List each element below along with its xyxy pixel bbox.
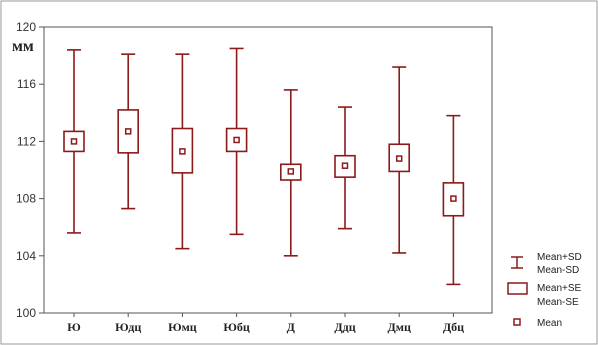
x-axis: Ю Юдц Юмц Юбц Д Ддц Дмц Дбц bbox=[67, 313, 464, 334]
x-tick-label: Юдц bbox=[115, 320, 141, 334]
mean-marker bbox=[179, 148, 186, 155]
legend-sd-bottom-label: Mean-SD bbox=[537, 265, 579, 276]
legend-se-symbol bbox=[507, 282, 528, 295]
y-tick-label: 116 bbox=[17, 77, 36, 91]
unit-label: мм bbox=[12, 38, 34, 55]
mean-marker bbox=[124, 128, 132, 135]
x-tick-label: Юмц bbox=[168, 320, 197, 334]
legend-mean-label: Mean bbox=[537, 318, 562, 329]
plot-area bbox=[43, 26, 493, 314]
mean-marker bbox=[450, 195, 457, 202]
legend-mean-symbol bbox=[513, 318, 521, 326]
y-axis: 100 104 108 112 116 120 bbox=[16, 20, 44, 320]
y-tick-label: 100 bbox=[16, 306, 36, 320]
x-tick-label: Ю bbox=[67, 320, 81, 334]
mean-marker bbox=[233, 136, 240, 144]
x-tick-label: Дмц bbox=[388, 320, 411, 334]
mean-marker bbox=[287, 168, 295, 175]
mean-marker bbox=[70, 138, 78, 145]
x-tick-label: Дбц bbox=[443, 320, 464, 334]
x-tick-label: Д bbox=[287, 320, 296, 334]
y-tick-label: 112 bbox=[17, 134, 36, 148]
y-tick-label: 108 bbox=[16, 192, 36, 206]
mean-marker bbox=[341, 162, 349, 169]
legend-se-top-label: Mean+SE bbox=[537, 283, 582, 294]
x-tick-label: Ддц bbox=[334, 320, 355, 334]
legend: Mean+SD Mean-SD Mean+SE Mean-SE Mean bbox=[507, 252, 582, 329]
x-tick-label: Юбц bbox=[223, 320, 250, 334]
legend-se-bottom-label: Mean-SE bbox=[537, 297, 579, 308]
y-tick-label: 104 bbox=[16, 249, 36, 263]
legend-sd-top-label: Mean+SD bbox=[537, 252, 582, 263]
mean-marker bbox=[395, 155, 403, 162]
box-series bbox=[63, 47, 465, 286]
y-tick-label: 120 bbox=[16, 20, 36, 34]
